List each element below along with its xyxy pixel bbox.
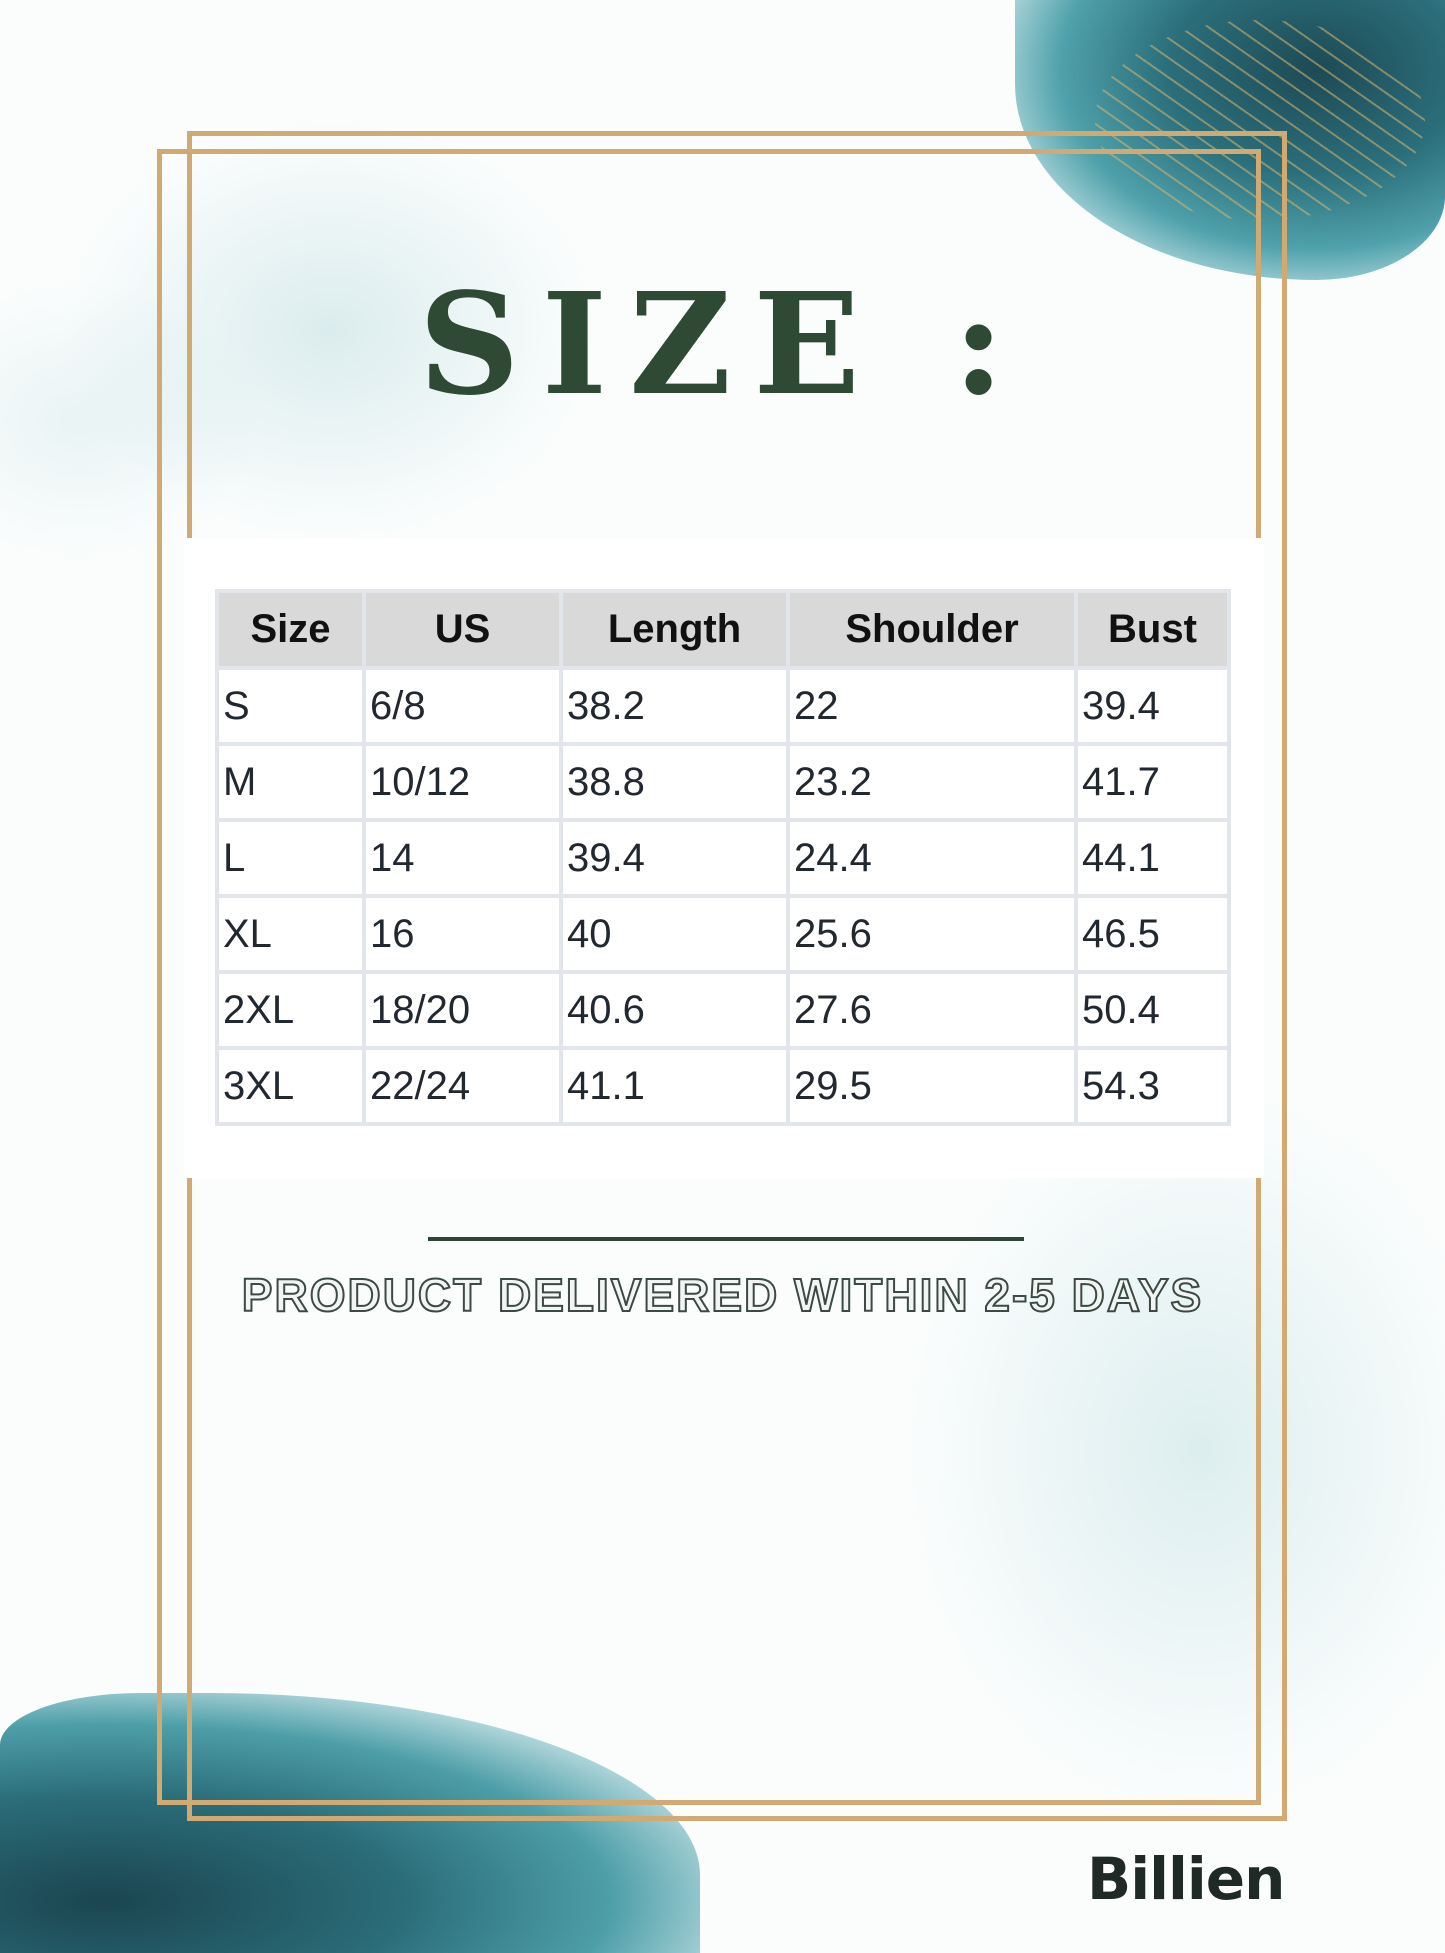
table-cell: 14: [366, 822, 559, 894]
table-cell: 22: [790, 670, 1074, 742]
table-row: M 10/12 38.8 23.2 41.7: [219, 746, 1227, 818]
table-cell: 24.4: [790, 822, 1074, 894]
table-cell: 38.8: [563, 746, 786, 818]
table-cell: 22/24: [366, 1050, 559, 1122]
header-length: Length: [563, 593, 786, 666]
table-cell: 25.6: [790, 898, 1074, 970]
delivery-note: PRODUCT DELIVERED WITHIN 2-5 DAYS: [241, 1268, 1204, 1322]
header-us: US: [366, 593, 559, 666]
table-cell: 46.5: [1078, 898, 1227, 970]
table-cell: 6/8: [366, 670, 559, 742]
table-cell: XL: [219, 898, 362, 970]
header-shoulder: Shoulder: [790, 593, 1074, 666]
table-cell: M: [219, 746, 362, 818]
table-cell: 3XL: [219, 1050, 362, 1122]
table-cell: 2XL: [219, 974, 362, 1046]
header-bust: Bust: [1078, 593, 1227, 666]
header-size: Size: [219, 593, 362, 666]
table-cell: 41.1: [563, 1050, 786, 1122]
table-body: S 6/8 38.2 22 39.4 M 10/12 38.8 23.2 41.7 L 14 39.4 2…: [219, 670, 1227, 1122]
page-title: SIZE :: [418, 263, 1027, 427]
divider-line: [428, 1237, 1024, 1241]
table-row: XL 16 40 25.6 46.5: [219, 898, 1227, 970]
table-cell: 40.6: [563, 974, 786, 1046]
table-cell: 38.2: [563, 670, 786, 742]
table-cell: 50.4: [1078, 974, 1227, 1046]
table-cell: 16: [366, 898, 559, 970]
table-row: S 6/8 38.2 22 39.4: [219, 670, 1227, 742]
table-cell: 29.5: [790, 1050, 1074, 1122]
table-cell: 39.4: [1078, 670, 1227, 742]
table-cell: 41.7: [1078, 746, 1227, 818]
size-chart-table: Size US Length Shoulder Bust S 6/8 38.2 22 3…: [215, 589, 1231, 1126]
table-cell: L: [219, 822, 362, 894]
table-row: 2XL 18/20 40.6 27.6 50.4: [219, 974, 1227, 1046]
brand-logo: Billien: [1087, 1845, 1285, 1913]
table-cell: 39.4: [563, 822, 786, 894]
table-row: L 14 39.4 24.4 44.1: [219, 822, 1227, 894]
table-cell: 18/20: [366, 974, 559, 1046]
table-cell: 23.2: [790, 746, 1074, 818]
table-cell: 40: [563, 898, 786, 970]
table-cell: 10/12: [366, 746, 559, 818]
table-header-row: Size US Length Shoulder Bust: [219, 593, 1227, 666]
table-row: 3XL 22/24 41.1 29.5 54.3: [219, 1050, 1227, 1122]
table-cell: 54.3: [1078, 1050, 1227, 1122]
table-cell: 27.6: [790, 974, 1074, 1046]
table-cell: S: [219, 670, 362, 742]
table-cell: 44.1: [1078, 822, 1227, 894]
